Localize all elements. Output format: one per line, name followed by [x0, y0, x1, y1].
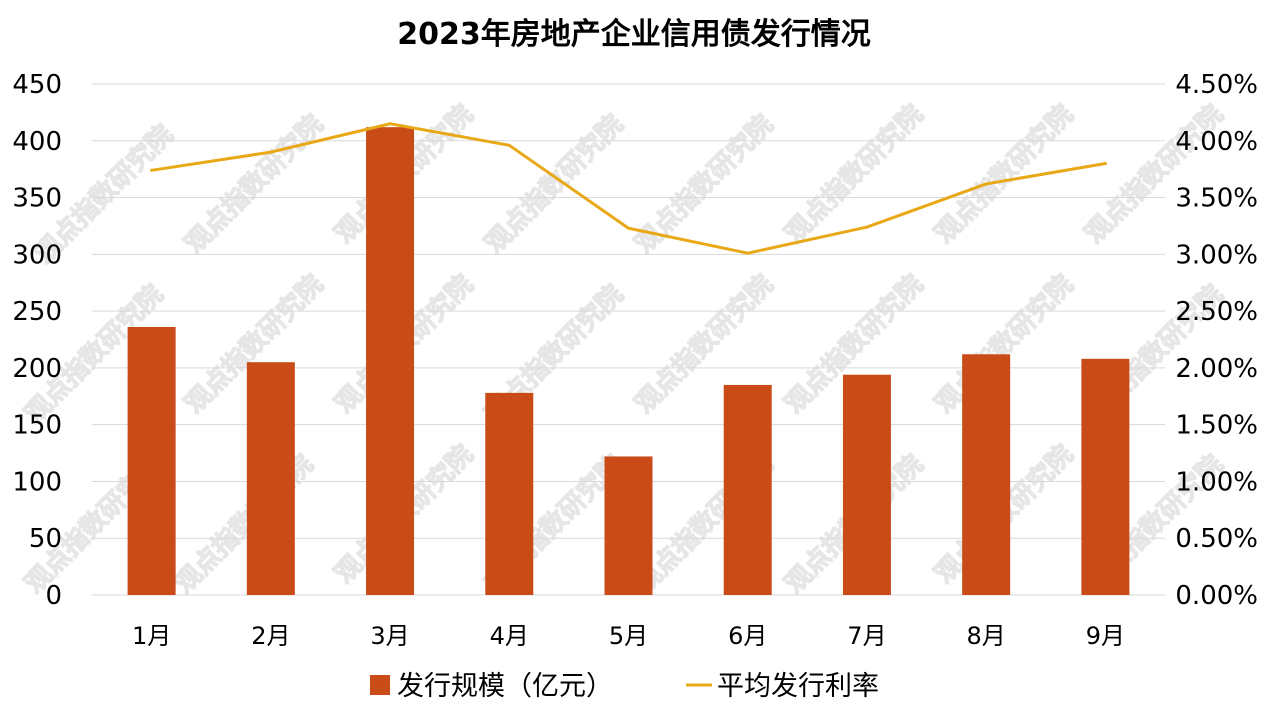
bar	[246, 362, 295, 595]
y-left-tick-label: 150	[12, 411, 62, 441]
rate-point	[865, 225, 869, 229]
x-axis: 1月 2月 3月 4月 5月 6月 7月 8月 9月	[132, 622, 1125, 650]
y-left-tick-label: 300	[12, 240, 62, 270]
y-left-tick-label: 200	[12, 354, 62, 384]
watermark-text: 观点指数研究院	[179, 109, 330, 260]
line-series	[150, 122, 1107, 255]
x-tick-label: 4月	[490, 622, 529, 650]
rate-point	[150, 168, 154, 172]
rate-point	[1103, 161, 1107, 165]
watermark-text: 观点指数研究院	[1079, 99, 1230, 250]
bar	[127, 327, 176, 595]
rate-point	[388, 122, 392, 126]
watermark-text: 观点指数研究院	[479, 109, 630, 260]
rate-point	[984, 182, 988, 186]
x-tick-label: 9月	[1086, 622, 1125, 650]
y-right-tick-label: 3.50%	[1175, 184, 1258, 214]
x-tick-label: 6月	[728, 622, 767, 650]
watermark-text: 观点指数研究院	[779, 99, 930, 250]
bar	[962, 354, 1011, 595]
x-tick-label: 8月	[967, 622, 1006, 650]
y-left-tick-label: 0	[45, 581, 62, 611]
bar	[1081, 358, 1130, 595]
y-right-tick-label: 2.00%	[1175, 354, 1258, 384]
y-right-tick-label: 0.00%	[1175, 581, 1258, 611]
chart-title: 2023年房地产企业信用债发行情况	[397, 17, 871, 52]
x-tick-label: 2月	[251, 622, 290, 650]
y-left-tick-label: 50	[29, 524, 62, 554]
rate-point	[627, 226, 630, 230]
y-right-tick-label: 1.50%	[1175, 411, 1258, 441]
y-right-tick-label: 2.50%	[1175, 297, 1258, 327]
y-left-tick-label: 100	[12, 467, 62, 497]
bar	[723, 384, 772, 595]
y-right-tick-label: 4.50%	[1175, 70, 1258, 100]
bar-series	[127, 127, 1130, 595]
legend-bar-swatch	[370, 675, 390, 695]
bar	[604, 456, 653, 595]
legend: 发行规模（亿元） 平均发行利率	[370, 671, 879, 702]
rate-point	[269, 150, 273, 154]
y-right-tick-label: 1.00%	[1175, 467, 1258, 497]
y-right-tick-label: 3.00%	[1175, 240, 1258, 270]
y-axis-left: 0 50 100 150 200 250 300 350 400 450	[12, 70, 62, 611]
y-left-tick-label: 350	[12, 184, 62, 214]
y-left-tick-label: 400	[12, 127, 62, 157]
bar	[485, 392, 534, 595]
legend-line-label: 平均发行利率	[717, 671, 879, 702]
watermark-text: 观点指数研究院	[929, 99, 1080, 250]
x-tick-label: 3月	[370, 622, 409, 650]
watermark-text: 观点指数研究院	[629, 109, 780, 260]
y-right-tick-label: 4.00%	[1175, 127, 1258, 157]
y-left-tick-label: 450	[12, 70, 62, 100]
y-left-tick-label: 250	[12, 297, 62, 327]
legend-bar-label: 发行规模（亿元）	[397, 671, 613, 702]
x-tick-label: 5月	[609, 622, 648, 650]
y-right-tick-label: 0.50%	[1175, 524, 1258, 554]
watermark-text: 观点指数研究院	[169, 449, 320, 600]
x-tick-label: 1月	[132, 622, 171, 650]
rate-point	[746, 251, 750, 255]
x-tick-label: 7月	[847, 622, 886, 650]
y-axis-right: 0.00% 0.50% 1.00% 1.50% 2.00% 2.50% 3.00% 3.50%…	[1175, 70, 1258, 611]
rate-point	[507, 143, 511, 147]
bar	[366, 127, 415, 595]
bar	[842, 374, 891, 595]
